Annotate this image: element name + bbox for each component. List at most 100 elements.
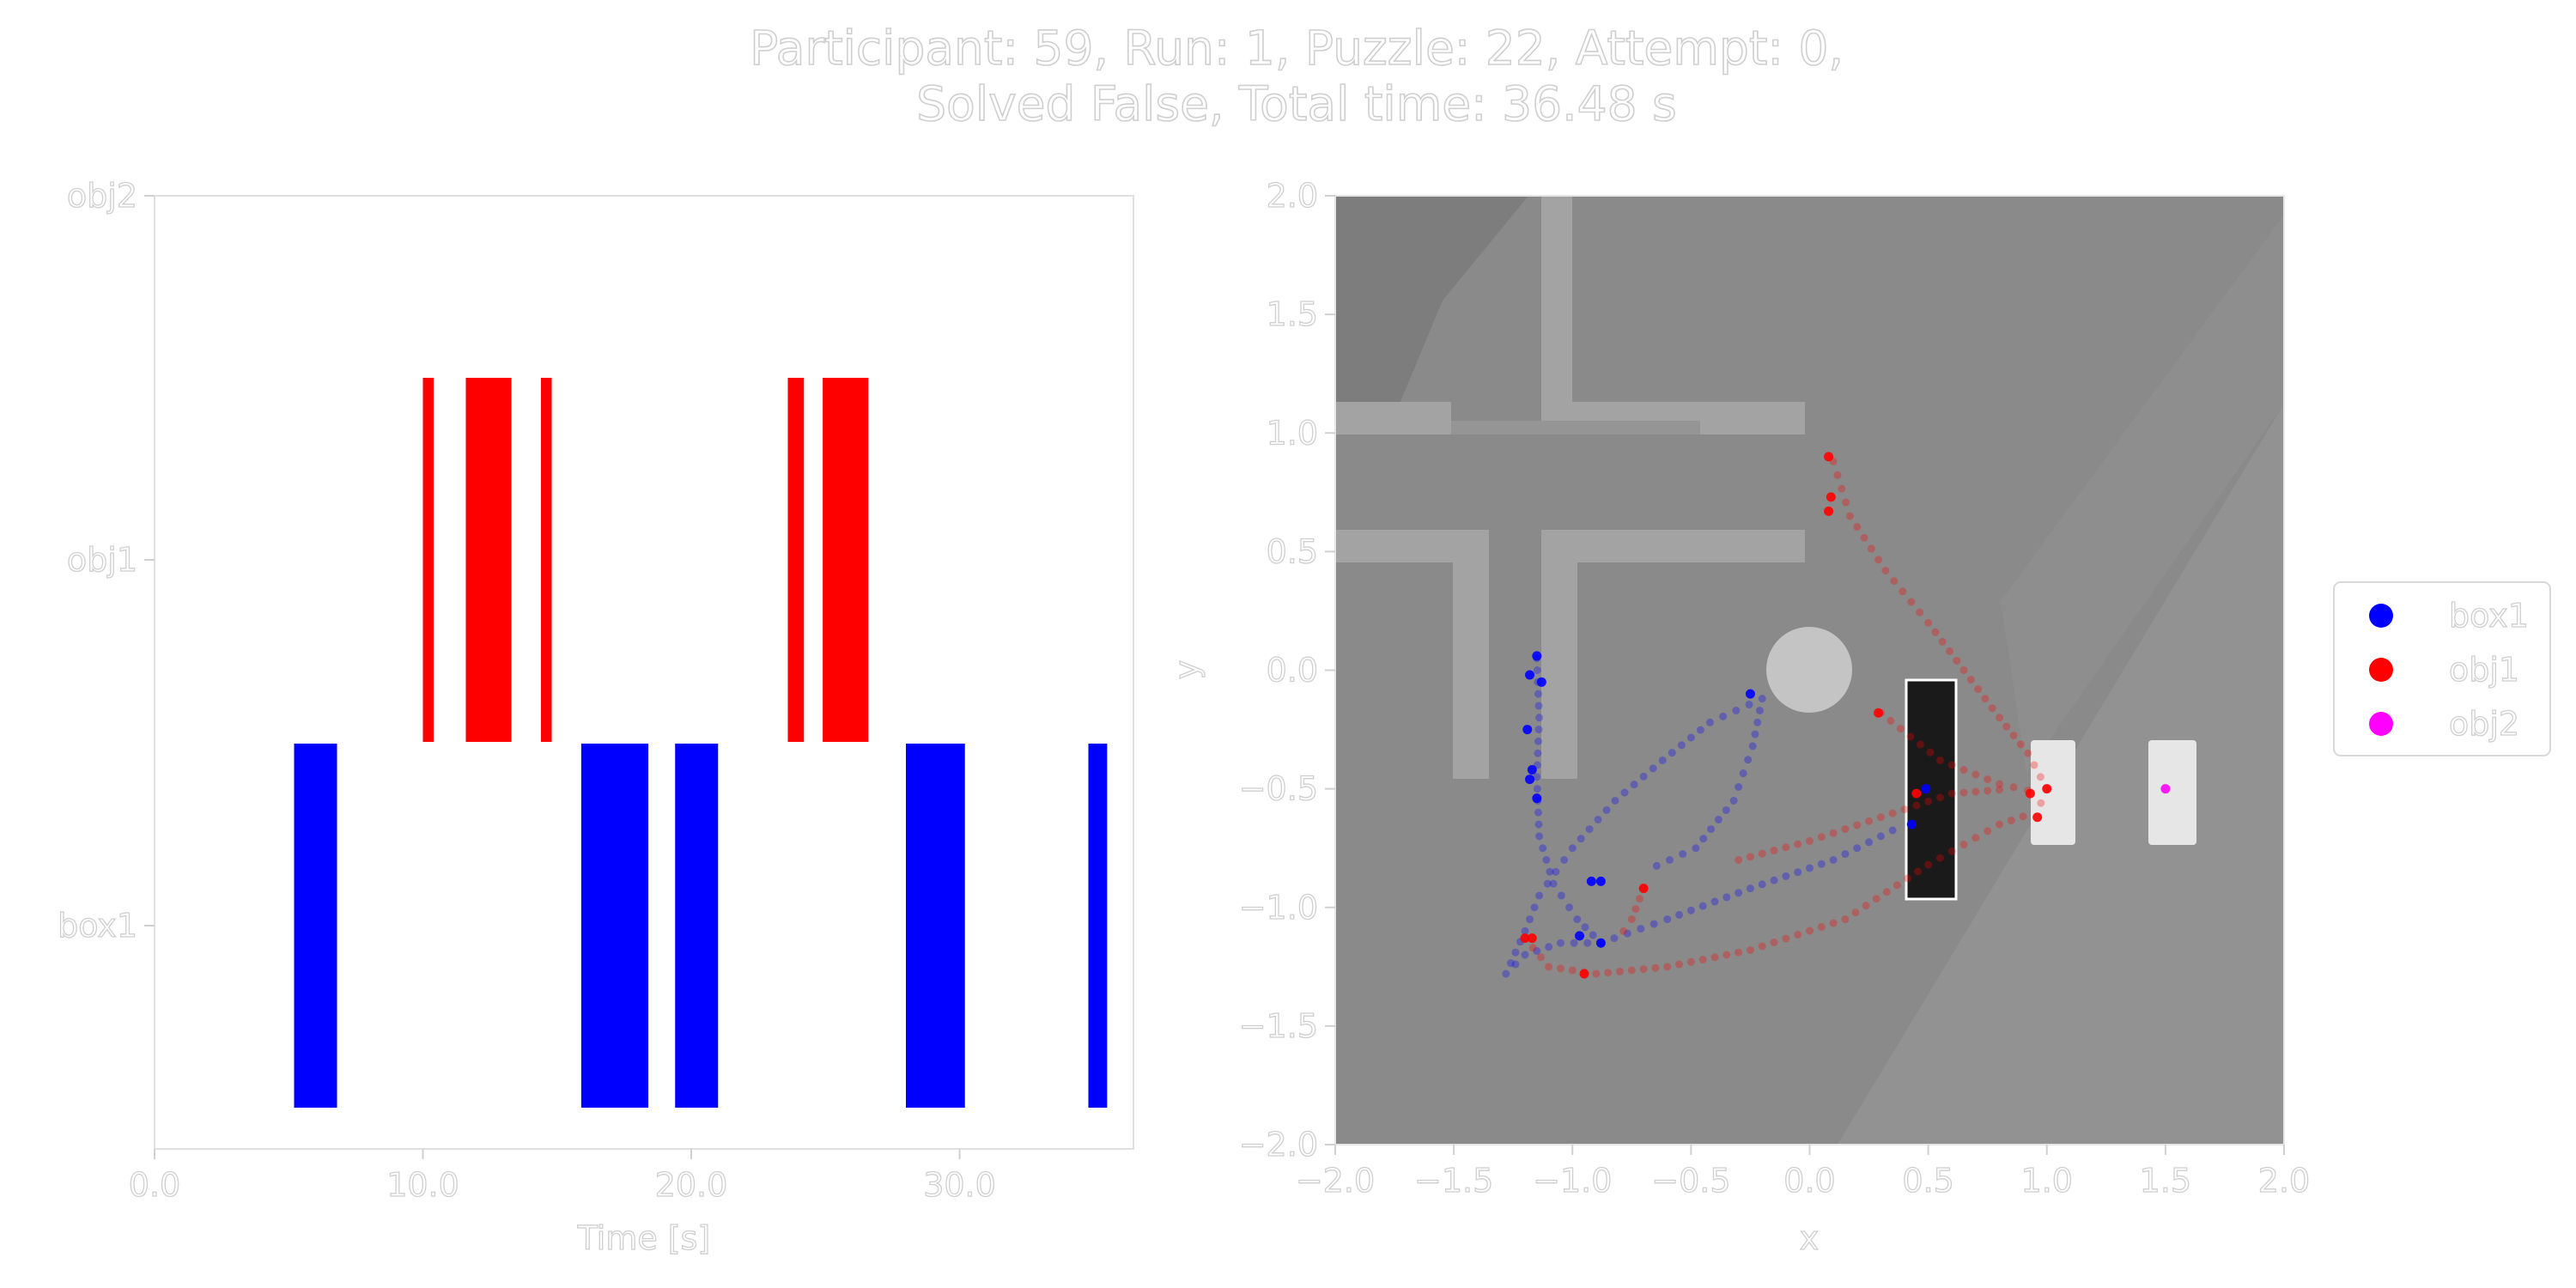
- trace-point-obj1-2-2-5: [1651, 963, 1660, 972]
- timeline-y-axis: box1 obj1 obj2: [57, 176, 155, 945]
- trace-point-box1-3-2-0: [1746, 884, 1754, 893]
- point-box1-7: [1586, 876, 1596, 886]
- trajectory-y-tick-label-5: −0.5: [1239, 770, 1318, 808]
- trace-point-box1-1-7-3: [1639, 772, 1648, 781]
- trace-point-box1-2-2-1: [1722, 805, 1730, 814]
- trace-point-obj1-2-6-0: [1924, 860, 1933, 869]
- trace-point-obj1-3-3-0: [1947, 789, 1956, 798]
- trace-point-box1-1-6-1: [1577, 835, 1585, 843]
- trace-point-box1-1-6-4: [1602, 805, 1611, 814]
- trace-point-box1-0-4-0: [1549, 879, 1558, 888]
- figure-title: Participant: 59, Run: 1, Puzzle: 22, Att…: [749, 20, 1844, 132]
- point-obj1-8: [1911, 788, 1922, 799]
- point-obj1-1: [1826, 492, 1836, 502]
- trace-point-box1-3-1-5: [1722, 893, 1731, 902]
- trajectory-y-tick-label-4: 0.0: [1267, 652, 1318, 690]
- trace-point-box1-0-5-2: [1589, 931, 1597, 939]
- point-obj1-9: [2025, 788, 2035, 799]
- timeline-x-axis-label: Time [s]: [577, 1219, 711, 1257]
- trace-point-box1-2-1-1: [1744, 756, 1753, 764]
- trace-point-obj1-0-2-4: [1916, 608, 1924, 617]
- timeline-bar-obj1-4: [823, 378, 869, 742]
- legend-label-obj2: obj2: [2449, 705, 2519, 743]
- trace-point-box1-0-3-3: [1546, 867, 1554, 876]
- timeline-bars: [294, 378, 1108, 1108]
- trace-point-obj1-2-1-2: [1568, 966, 1577, 975]
- trace-point-obj1-0-4-3: [1981, 695, 1990, 703]
- trace-point-box1-3-1-0: [1663, 915, 1672, 924]
- trace-point-obj1-2-6-5: [1984, 827, 1992, 835]
- wall-upper-left-arm: [1335, 402, 1451, 434]
- legend-box: [2333, 581, 2551, 756]
- trace-point-box1-1-3-1: [1506, 959, 1515, 968]
- scene-floor-mid: [2001, 215, 2284, 773]
- wall-upper-vertical: [1541, 196, 1572, 421]
- trace-point-obj1-2-2-0: [1592, 969, 1601, 978]
- trajectory-y-tick-label-8: −2.0: [1239, 1126, 1318, 1163]
- trace-point-obj1-2-3-1: [1675, 960, 1684, 969]
- timeline-x-tick-label-0: 0.0: [129, 1166, 180, 1204]
- trace-point-obj1-0-4-1: [1966, 676, 1975, 684]
- trace-point-box1-3-2-5: [1806, 864, 1814, 872]
- trace-point-obj1-1-1-4: [1984, 775, 1992, 784]
- trace-point-obj1-2-5-1: [1851, 908, 1860, 917]
- trajectory-x-tick-label-7: 1.5: [2140, 1162, 2191, 1200]
- puzzle-scene-image: [1335, 196, 2284, 1145]
- trace-point-obj1-2-7-0: [1996, 820, 2003, 829]
- timeline-y-tick-label-obj2: obj2: [67, 177, 137, 215]
- trace-point-box1-3-1-1: [1675, 910, 1684, 919]
- trace-point-obj1-0-3-3: [1945, 647, 1953, 655]
- trace-point-box1-1-6-3: [1594, 816, 1602, 824]
- trace-point-box1-3-2-3: [1782, 872, 1790, 880]
- trace-point-box1-3-1-6: [1735, 889, 1743, 897]
- trace-point-obj1-2-1-0: [1545, 963, 1553, 971]
- trace-point-obj1-3-1-5: [1865, 817, 1874, 825]
- trace-point-obj1-1-0-1: [1886, 716, 1895, 725]
- trace-point-obj1-3-0-3: [1770, 846, 1778, 854]
- trace-point-box1-3-1-2: [1686, 906, 1695, 914]
- trace-point-obj1-2-2-2: [1616, 967, 1624, 975]
- trace-point-box1-3-3-1: [1841, 850, 1850, 859]
- trajectory-y-tick-label-6: −1.0: [1239, 889, 1318, 927]
- trace-point-obj1-2-2-3: [1627, 966, 1636, 975]
- scene-floor-shade: [1335, 196, 1528, 404]
- wall-lower-right-arm: [1556, 530, 1805, 562]
- trace-point-obj1-0-1-3: [1867, 544, 1875, 553]
- point-box1-5: [1525, 775, 1535, 785]
- trace-point-obj1-1-1-2: [1959, 766, 1968, 775]
- trace-point-obj1-3-3-1: [1959, 788, 1968, 797]
- trace-point-obj1-3-0-4: [1782, 843, 1790, 852]
- point-obj2-0: [2160, 784, 2171, 794]
- trace-point-box1-3-2-6: [1817, 860, 1826, 868]
- trace-point-obj1-0-4-2: [1974, 685, 1983, 694]
- trace-point-box1-0-2-3: [1534, 808, 1542, 817]
- trajectory-y-axis: 2.0 1.5 1.0 0.5 0.0 −0.5 −1.0 −1.5 −2.0: [1238, 176, 1335, 1164]
- point-box1-13: [1906, 819, 1917, 829]
- point-obj1-6: [1527, 933, 1537, 944]
- trace-point-obj1-2-5-3: [1872, 895, 1880, 903]
- trace-point-obj1-0-2-3: [1907, 598, 1916, 606]
- trace-point-obj1-3-2-5: [1935, 793, 1944, 802]
- trace-point-obj1-2-6-4: [1971, 834, 1980, 842]
- trace-point-obj1-0-7-1: [2037, 799, 2045, 807]
- trace-point-box1-1-5-1: [1543, 879, 1552, 888]
- trace-point-box1-1-3-0: [1502, 969, 1510, 978]
- legend-label-obj1: obj1: [2449, 651, 2519, 689]
- point-box1-3: [1522, 725, 1533, 735]
- trace-point-box1-3-0-1: [1610, 934, 1619, 943]
- trace-point-obj1-3-3-2: [1971, 787, 1980, 796]
- timeline-bar-box1-4: [1088, 744, 1108, 1108]
- trace-point-obj1-3-2-2: [1900, 805, 1909, 814]
- trace-point-obj1-2-5-7: [1914, 867, 1923, 876]
- trace-point-obj1-3-2-0: [1876, 813, 1885, 822]
- trace-point-obj1-2-4-7: [1829, 919, 1838, 927]
- trace-point-box1-3-3-0: [1829, 856, 1838, 864]
- legend-marker-obj2: [2369, 712, 2393, 736]
- trajectory-y-tick-label-7: −1.5: [1239, 1007, 1318, 1045]
- point-box1-2: [1536, 677, 1546, 687]
- trace-point-box1-1-2-0: [1521, 951, 1529, 959]
- point-obj1-7: [1579, 969, 1589, 979]
- trace-point-box1-3-2-4: [1794, 868, 1802, 877]
- trace-point-box1-3-0-4: [1649, 920, 1658, 928]
- trace-point-obj1-2-2-1: [1604, 969, 1613, 977]
